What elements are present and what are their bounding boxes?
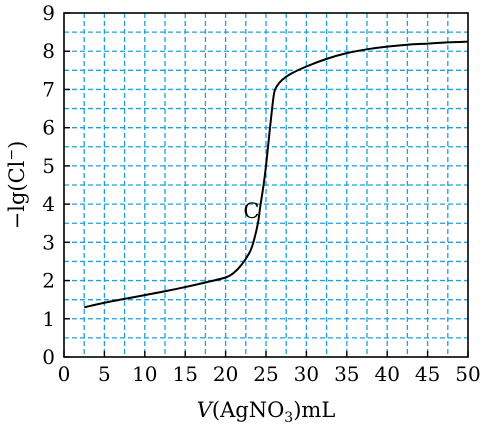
- y-tick-label: 6: [42, 116, 55, 140]
- x-tick-label: 20: [213, 362, 238, 386]
- y-tick-label: 8: [42, 39, 55, 63]
- y-tick-label: 7: [42, 77, 55, 101]
- point-c-label: C: [243, 199, 259, 223]
- x-tick-label: 50: [455, 362, 480, 386]
- y-tick-label: 4: [42, 192, 55, 216]
- y-tick-label: 3: [42, 230, 55, 254]
- y-tick-label: 0: [42, 345, 55, 369]
- x-tick-label: 45: [415, 362, 440, 386]
- x-tick-label: 35: [334, 362, 359, 386]
- x-tick-label: 40: [374, 362, 399, 386]
- y-tick-label: 2: [42, 269, 55, 293]
- y-tick-label: 1: [42, 307, 55, 331]
- y-tick-label: 5: [42, 154, 55, 178]
- x-axis-label: V(AgNO3)mL: [197, 398, 336, 425]
- x-tick-label: 0: [58, 362, 71, 386]
- plot-frame: [63, 12, 469, 358]
- y-tick-label: 9: [42, 1, 55, 25]
- y-tick-labels: 0 1 2 3 4 5 6 7 8 9: [42, 1, 55, 369]
- x-tick-label: 10: [132, 362, 157, 386]
- grid-lines: [64, 13, 468, 357]
- x-tick-label: 15: [172, 362, 197, 386]
- x-tick-label: 5: [98, 362, 111, 386]
- x-tick-label: 25: [253, 362, 278, 386]
- x-tick-labels: 0 5 10 15 20 25 30 35 40 45 50: [58, 362, 481, 386]
- y-axis-label: −lg(Cl−): [4, 141, 29, 230]
- titration-curve: [83, 40, 469, 309]
- x-tick-label: 30: [294, 362, 319, 386]
